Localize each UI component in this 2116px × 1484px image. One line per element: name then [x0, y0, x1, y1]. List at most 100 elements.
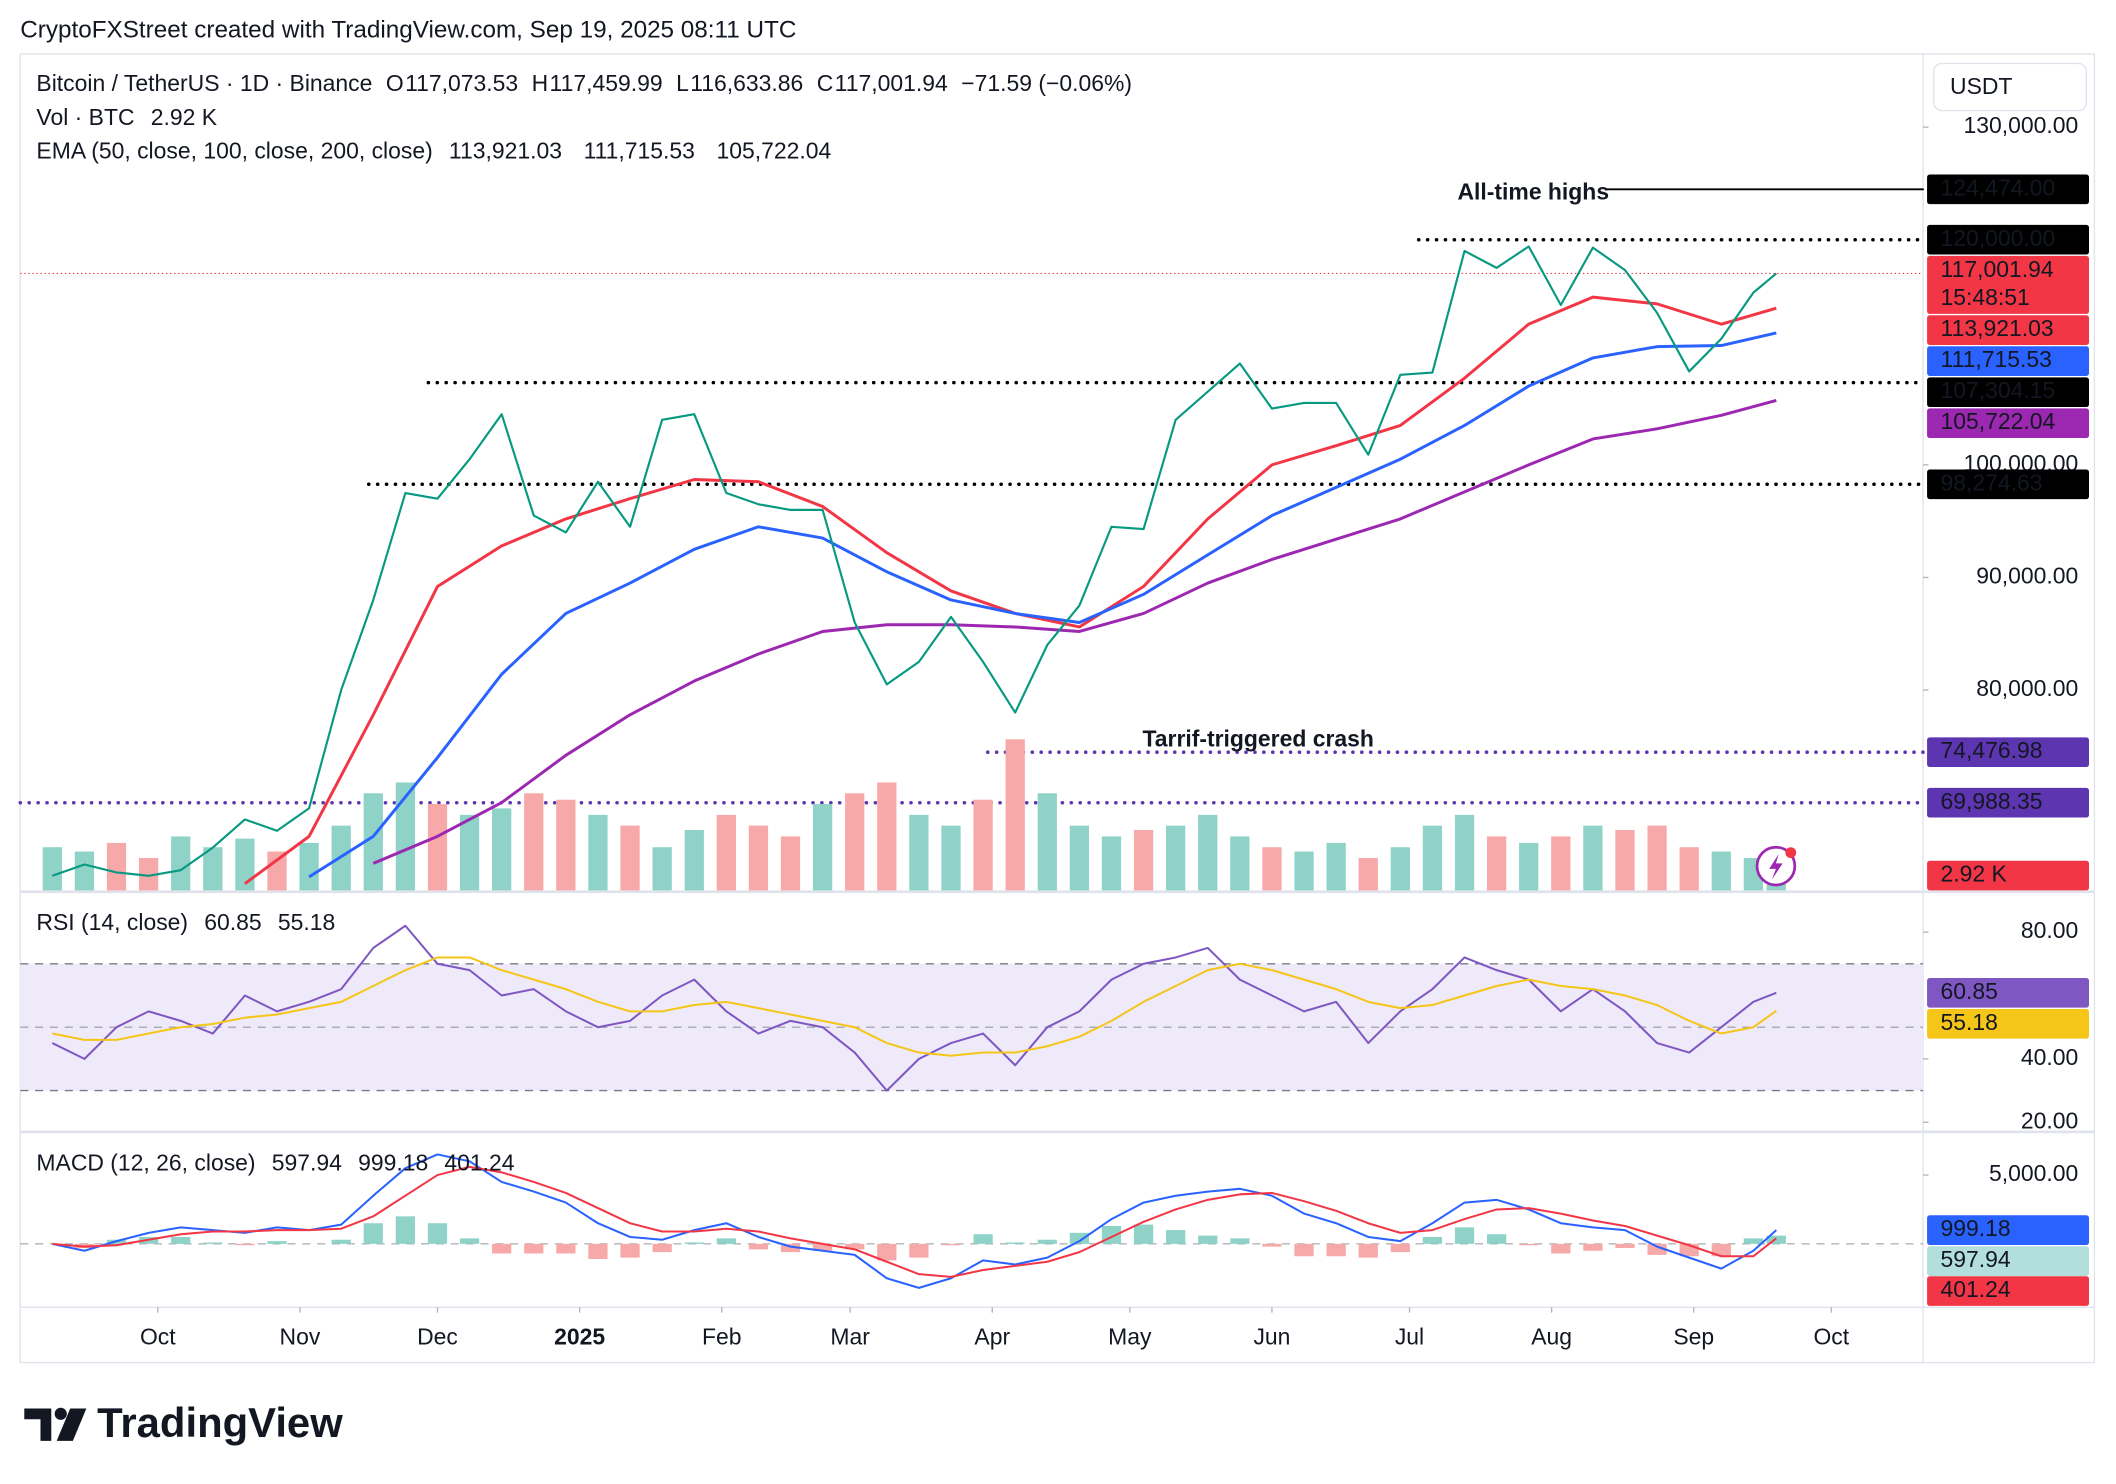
axis-label: 111,715.53 [1941, 346, 2052, 372]
bar [909, 814, 929, 891]
icon-bolt[interactable] [1769, 853, 1783, 880]
bar [299, 842, 319, 891]
bar [845, 1243, 865, 1250]
y-tick-label: 130,000.00 [1963, 112, 2078, 138]
bar [588, 814, 608, 891]
bar [267, 851, 287, 891]
bar [1454, 1227, 1475, 1244]
ohlc-value: 116,633.86 [690, 70, 803, 96]
axis-label-box [1927, 408, 2090, 439]
legend-value: 60.85 [204, 909, 261, 935]
bar [1133, 1224, 1154, 1244]
axis-label-box [1927, 737, 2090, 768]
axis-label: 597.94 [1941, 1246, 2011, 1272]
chart-frame [19, 53, 2096, 1364]
icon-dot[interactable] [1785, 847, 1797, 859]
bar [1711, 1243, 1731, 1257]
series-line [52, 1165, 1777, 1278]
chart-layer: 80,000.0090,000.00100,000.00130,000.00Al… [18, 70, 2090, 1349]
x-tick-label: Jun [1253, 1323, 1290, 1349]
bar [203, 1242, 223, 1244]
axis-label-box [1927, 1246, 2090, 1276]
bar [74, 851, 95, 891]
currency-label[interactable]: USDT [1950, 73, 2012, 99]
bar [1133, 829, 1154, 891]
axis-label: 74,476.98 [1941, 737, 2043, 763]
legend-value: 999.18 [358, 1149, 428, 1175]
bar [171, 1236, 191, 1244]
series-line [52, 1153, 1777, 1289]
bar [235, 1243, 255, 1246]
bar [1422, 1236, 1443, 1244]
axis-label: 999.18 [1941, 1215, 2011, 1241]
bar [1069, 1232, 1090, 1244]
bar [748, 825, 769, 891]
bar [556, 799, 576, 891]
axis-label-box [1927, 377, 2090, 408]
bar [1198, 814, 1218, 891]
bar [1005, 739, 1025, 891]
axis-label: 69,988.35 [1941, 788, 2043, 814]
bar [1326, 1243, 1346, 1257]
currency-button[interactable] [1933, 62, 2087, 112]
axis-label-box [1927, 469, 2090, 500]
legend-title: Vol · BTC [36, 104, 134, 130]
bar [203, 847, 223, 891]
legend-value: 113,921.03 [449, 138, 562, 164]
lightning-icon[interactable] [1755, 845, 1797, 887]
bar [1358, 858, 1378, 891]
bar [1037, 793, 1057, 891]
ohlc-value: 117,001.94 [835, 70, 948, 96]
logo-mark [24, 1408, 52, 1441]
y-tick-label: 40.00 [2021, 1044, 2078, 1070]
ohlc-key: O [386, 70, 404, 96]
bar [1615, 1243, 1635, 1248]
axis-label-box [1927, 346, 2090, 376]
x-tick-label: Oct [1813, 1323, 1849, 1349]
x-tick-label: 2025 [554, 1323, 605, 1349]
x-tick-label: Dec [417, 1323, 458, 1349]
logo-mark [56, 1408, 87, 1441]
bar [620, 825, 640, 891]
ohlc-key: L [676, 70, 689, 96]
ohlc-value: 117,459.99 [550, 70, 663, 96]
series-line [52, 956, 1777, 1057]
legend-title: RSI (14, close) [36, 909, 188, 935]
axis-label-box [1927, 1276, 2090, 1306]
bar [941, 825, 961, 891]
bar [716, 1238, 736, 1244]
axis-label-box [1927, 860, 2090, 891]
bar [877, 782, 897, 891]
bar [812, 804, 833, 891]
bar [973, 1234, 993, 1244]
bar [427, 804, 448, 891]
bar [1766, 1235, 1786, 1244]
change-value: −71.59 (−0.06%) [961, 70, 1132, 96]
axis-label-box [1927, 1008, 2090, 1039]
axis-label: 2.92 K [1941, 861, 2008, 887]
bar [748, 1243, 769, 1250]
bar [1679, 847, 1699, 891]
logo-text: TradingView [97, 1399, 343, 1446]
axis-label: 55.18 [1941, 1009, 1998, 1035]
bar [780, 1243, 801, 1253]
x-tick-label: Apr [974, 1323, 1010, 1349]
axis-label-box [1927, 977, 2090, 1008]
axis-label: 98,274.63 [1941, 469, 2043, 495]
bar [588, 1243, 608, 1259]
bar [395, 1216, 416, 1244]
series-line [51, 924, 1777, 1092]
bar [620, 1243, 640, 1258]
bar [1583, 1243, 1603, 1251]
bar [235, 838, 255, 891]
legend-title: Bitcoin / TetherUS · 1D · Binance [36, 70, 372, 96]
logo: TradingView [24, 1399, 343, 1446]
bar [877, 1243, 897, 1261]
axis-label: 124,474.00 [1941, 174, 2056, 200]
legend-value: 55.18 [278, 909, 335, 935]
bar [1262, 1243, 1282, 1247]
bar [1294, 1243, 1314, 1257]
bar [1230, 1238, 1250, 1244]
